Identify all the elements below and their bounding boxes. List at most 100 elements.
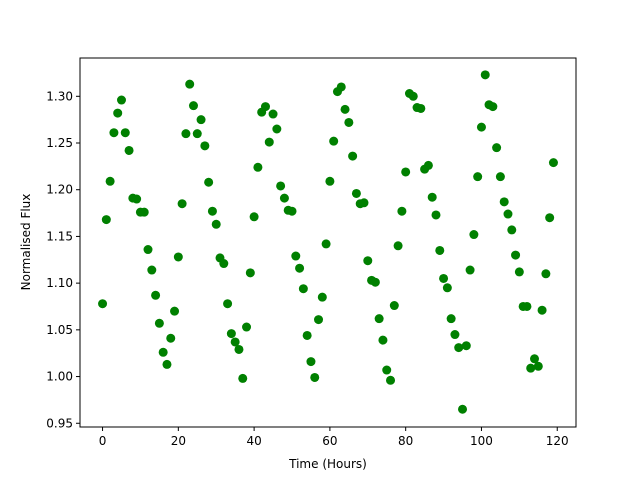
- point: [98, 299, 108, 309]
- point: [446, 314, 456, 324]
- x-tick-label: 0: [99, 434, 107, 448]
- x-tick-label: 20: [171, 434, 186, 448]
- point: [321, 239, 331, 249]
- plot-frame: [79, 57, 577, 428]
- point: [359, 198, 369, 208]
- point: [416, 103, 426, 113]
- point: [469, 230, 479, 240]
- point: [242, 322, 252, 332]
- y-tick-label: 1.25: [46, 136, 73, 150]
- point: [291, 251, 301, 261]
- point: [162, 359, 172, 369]
- point: [173, 252, 183, 262]
- point: [139, 207, 149, 217]
- point: [260, 102, 270, 112]
- point: [442, 283, 452, 293]
- point: [279, 193, 289, 203]
- point: [287, 206, 297, 216]
- y-tick-label: 1.30: [46, 89, 73, 103]
- point: [533, 361, 543, 371]
- point: [458, 404, 468, 414]
- point: [166, 333, 176, 343]
- point: [492, 143, 502, 153]
- point: [389, 301, 399, 311]
- y-tick-label: 1.05: [46, 323, 73, 337]
- point: [158, 347, 168, 357]
- point: [298, 284, 308, 294]
- point: [344, 117, 354, 127]
- point: [196, 115, 206, 125]
- point: [511, 250, 521, 260]
- point: [302, 330, 312, 340]
- point: [503, 209, 513, 219]
- point: [465, 265, 475, 275]
- point: [295, 263, 305, 273]
- point: [245, 268, 255, 278]
- point: [473, 172, 483, 182]
- point: [499, 197, 509, 207]
- point: [188, 101, 198, 111]
- point: [116, 95, 126, 105]
- x-axis-label: Time (Hours): [288, 457, 367, 471]
- x-tick-label: 80: [398, 434, 413, 448]
- point: [351, 188, 361, 198]
- point: [450, 330, 460, 340]
- point: [310, 372, 320, 382]
- point: [120, 128, 130, 138]
- point: [192, 129, 202, 139]
- point: [177, 199, 187, 209]
- point: [264, 137, 274, 147]
- point: [207, 206, 217, 216]
- point: [230, 337, 240, 347]
- point: [378, 335, 388, 345]
- point: [181, 129, 191, 139]
- point: [268, 109, 278, 119]
- point: [113, 108, 123, 118]
- point: [314, 315, 324, 325]
- point: [461, 341, 471, 351]
- point: [234, 344, 244, 354]
- point: [530, 354, 540, 364]
- point: [253, 162, 263, 172]
- point: [147, 265, 157, 275]
- point: [170, 306, 180, 316]
- point: [427, 192, 437, 202]
- point: [348, 151, 358, 161]
- point: [325, 176, 335, 186]
- point: [548, 158, 558, 168]
- y-tick-label: 1.20: [46, 183, 73, 197]
- point: [109, 128, 119, 138]
- point: [317, 292, 327, 302]
- point: [124, 145, 134, 155]
- point: [370, 277, 380, 287]
- point: [431, 210, 441, 220]
- point: [480, 70, 490, 80]
- point: [204, 177, 214, 187]
- point: [340, 104, 350, 114]
- point: [374, 314, 384, 324]
- point: [423, 160, 433, 170]
- point: [185, 79, 195, 89]
- point: [541, 269, 551, 279]
- point: [514, 267, 524, 277]
- y-tick-label: 1.15: [46, 229, 73, 243]
- point: [101, 215, 111, 225]
- point: [435, 245, 445, 255]
- point: [393, 241, 403, 251]
- point: [226, 329, 236, 339]
- x-tick-label: 100: [470, 434, 493, 448]
- point: [439, 273, 449, 283]
- point: [132, 194, 142, 204]
- x-tick-label: 40: [246, 434, 261, 448]
- point: [249, 212, 259, 222]
- point: [276, 181, 286, 191]
- point: [526, 363, 536, 373]
- point: [545, 213, 555, 223]
- point: [211, 219, 221, 229]
- point: [238, 373, 248, 383]
- point: [382, 365, 392, 375]
- y-tick-label: 0.95: [46, 416, 73, 430]
- point: [386, 375, 396, 385]
- point: [507, 225, 517, 235]
